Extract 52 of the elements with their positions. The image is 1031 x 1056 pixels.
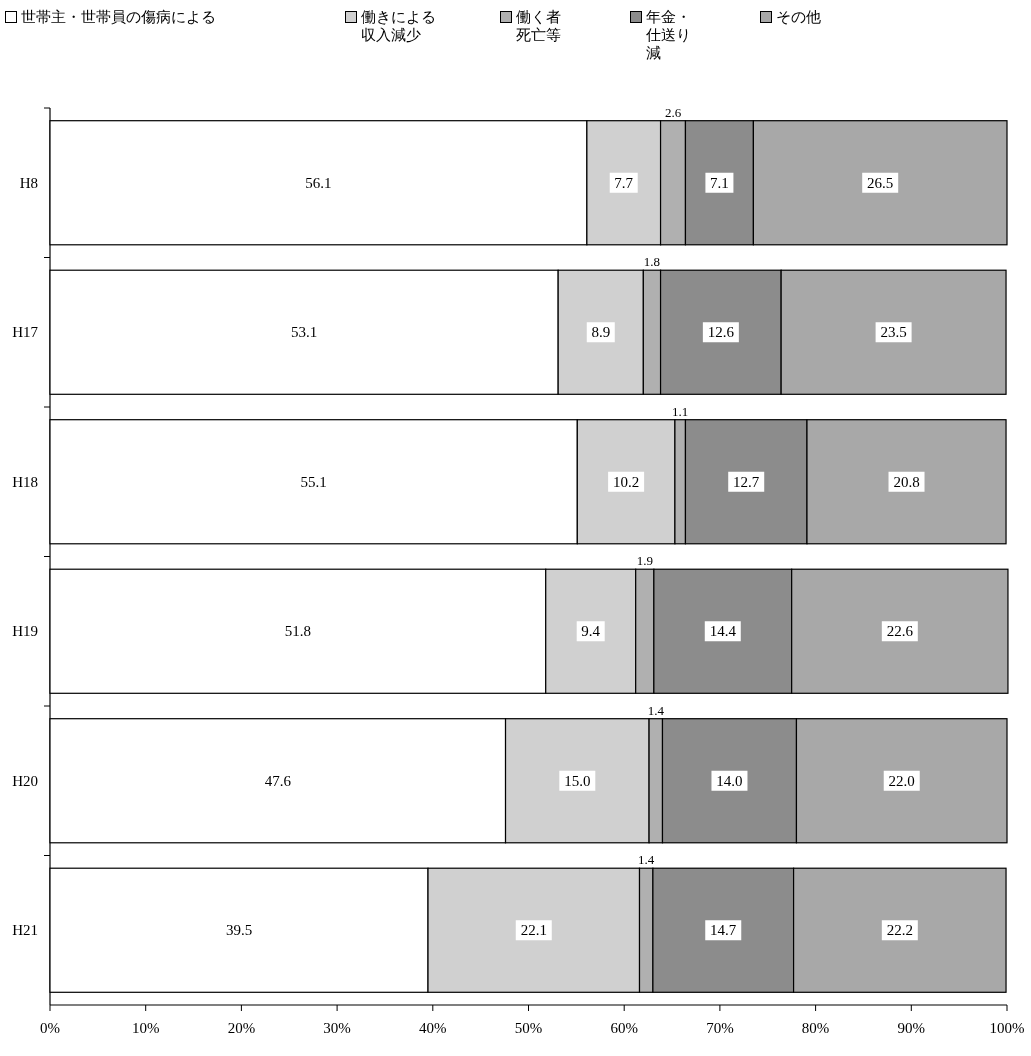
data-label: 26.5 bbox=[867, 174, 894, 191]
x-tick-label: 90% bbox=[897, 1020, 926, 1036]
data-label: 2.6 bbox=[664, 104, 682, 120]
data-label: 15.0 bbox=[564, 772, 591, 789]
data-label: 1.9 bbox=[636, 553, 653, 569]
y-tick-label: H18 bbox=[12, 473, 38, 490]
legend-label: 世帯主・世帯員の傷病による bbox=[21, 8, 216, 26]
data-label: 47.6 bbox=[264, 772, 292, 789]
x-tick-label: 0% bbox=[40, 1020, 60, 1036]
x-tick-label: 40% bbox=[419, 1020, 447, 1036]
data-label: 56.1 bbox=[305, 174, 332, 191]
data-label: 14.4 bbox=[709, 623, 737, 640]
data-label: 39.5 bbox=[225, 922, 253, 939]
data-label: 22.6 bbox=[886, 623, 914, 640]
data-label: 1.4 bbox=[638, 852, 655, 868]
data-label: 8.9 bbox=[591, 324, 611, 341]
x-tick-label: 50% bbox=[514, 1020, 543, 1036]
y-tick-label: H20 bbox=[12, 772, 38, 789]
data-label: 12.7 bbox=[733, 473, 760, 490]
legend-label: 働きによる収入減少 bbox=[361, 8, 437, 44]
x-tick-label: 30% bbox=[323, 1020, 351, 1036]
data-label: 51.8 bbox=[284, 623, 311, 640]
data-label: 22.1 bbox=[520, 922, 547, 939]
x-tick-label: 80% bbox=[801, 1020, 830, 1036]
legend-label: 年金・仕送り減 bbox=[646, 8, 692, 62]
data-label: 55.1 bbox=[300, 473, 327, 490]
legend-label: その他 bbox=[776, 8, 821, 26]
y-tick-label: H21 bbox=[12, 922, 38, 939]
data-label: 1.1 bbox=[672, 403, 689, 419]
data-label: 22.2 bbox=[886, 922, 913, 939]
data-label: 9.4 bbox=[581, 623, 601, 640]
data-label: 22.0 bbox=[888, 772, 915, 789]
x-tick-label: 20% bbox=[227, 1020, 256, 1036]
y-tick-label: H8 bbox=[19, 174, 38, 191]
data-label: 53.1 bbox=[290, 324, 318, 341]
data-label: 1.8 bbox=[643, 254, 661, 270]
legend-label: 働く者死亡等 bbox=[516, 8, 562, 44]
data-label: 14.7 bbox=[710, 922, 737, 939]
y-tick-label: H17 bbox=[12, 324, 39, 341]
data-label: 12.6 bbox=[707, 324, 735, 341]
x-tick-label: 60% bbox=[610, 1020, 638, 1036]
x-tick-label: 10% bbox=[131, 1020, 160, 1036]
data-label: 7.1 bbox=[710, 174, 729, 191]
data-label: 1.4 bbox=[647, 702, 665, 718]
data-label: 10.2 bbox=[612, 473, 640, 490]
data-label: 14.0 bbox=[716, 772, 743, 789]
data-label: 20.8 bbox=[893, 473, 920, 490]
data-label: 23.5 bbox=[880, 324, 907, 341]
y-tick-label: H19 bbox=[12, 623, 38, 640]
x-tick-label: 70% bbox=[706, 1020, 734, 1036]
data-label: 7.7 bbox=[614, 174, 634, 191]
x-tick-label: 100% bbox=[989, 1020, 1025, 1036]
